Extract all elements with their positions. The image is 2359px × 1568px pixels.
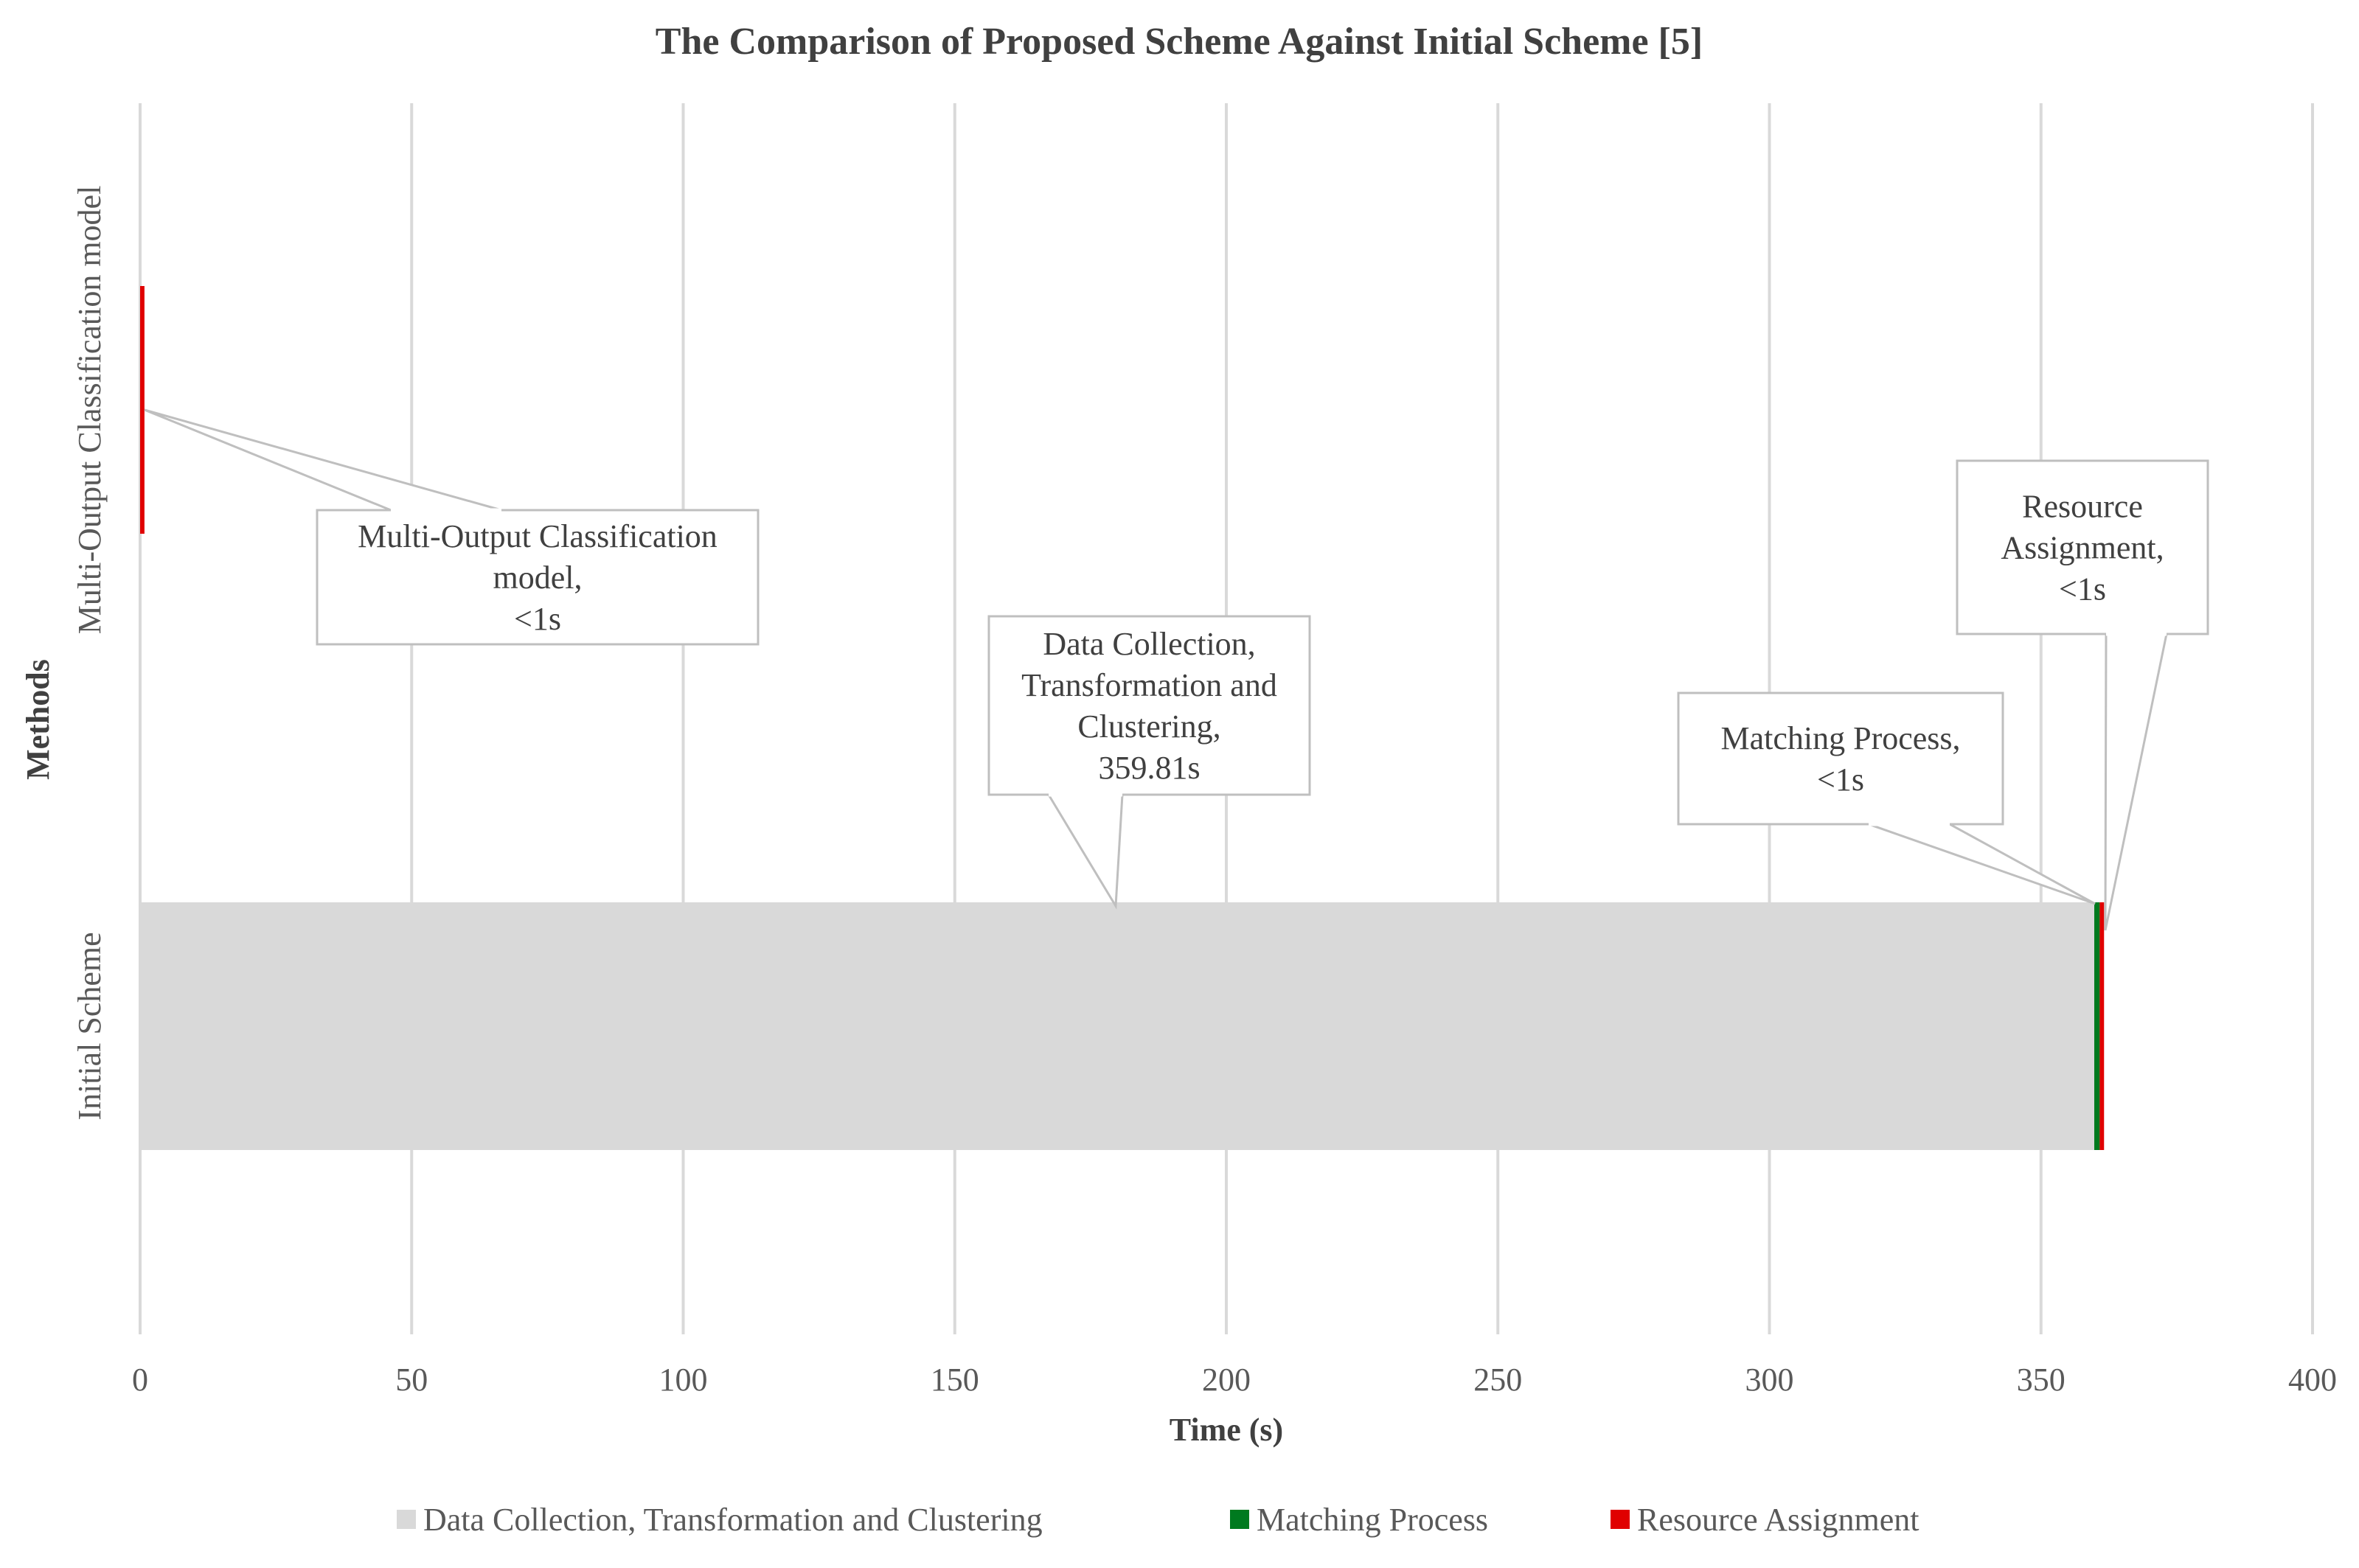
annotation-text: 359.81s <box>1098 750 1200 786</box>
annotation-text: Matching Process, <box>1720 720 1960 756</box>
x-tick-label: 200 <box>1202 1362 1251 1398</box>
legend-swatch <box>397 1510 416 1529</box>
annotation-pointer <box>2104 633 2168 931</box>
x-tick-label: 350 <box>2017 1362 2066 1398</box>
y-axis-categories: Initial Scheme Multi-Output Classificatio… <box>72 186 108 1121</box>
legend-swatch <box>1611 1510 1630 1529</box>
legend: Data Collection, Transformation and Clus… <box>397 1502 1919 1538</box>
x-tick-label: 300 <box>1745 1362 1794 1398</box>
annotation-pointer <box>1868 823 2096 905</box>
bar <box>2099 902 2105 1150</box>
y-axis-label: Methods <box>20 659 56 780</box>
annotation-text: Clustering, <box>1077 708 1220 745</box>
annotation-pointer <box>1046 793 1124 910</box>
annotation-box <box>316 509 760 646</box>
x-tick-label: 50 <box>395 1362 428 1398</box>
legend-swatch <box>1230 1510 1249 1529</box>
annotation-text: Data Collection, <box>1043 626 1255 662</box>
bar <box>140 902 2095 1150</box>
x-axis-ticks: 0 50 100 150 200 250 300 350 400 <box>132 1362 2337 1398</box>
bar <box>2094 902 2100 1150</box>
x-tick-label: 150 <box>931 1362 979 1398</box>
annotation-text: Transformation and <box>1021 667 1277 703</box>
legend-label: Resource Assignment <box>1637 1502 1919 1538</box>
annotation-box <box>987 615 1311 796</box>
y-category-label: Initial Scheme <box>72 932 108 1120</box>
bar <box>140 286 145 534</box>
annotation-text: Resource <box>2022 489 2143 525</box>
x-tick-label: 0 <box>132 1362 148 1398</box>
annotation-text: <1s <box>514 601 561 637</box>
annotation-text: <1s <box>1817 762 1864 798</box>
annotation-text: Multi-Output Classification <box>358 518 718 554</box>
legend-label: Data Collection, Transformation and Clus… <box>423 1502 1043 1538</box>
bars <box>140 286 2105 1150</box>
annotation-box <box>1677 691 2004 826</box>
annotation-text: Assignment, <box>2001 530 2164 566</box>
chart-title: The Comparison of Proposed Scheme Agains… <box>656 21 1703 63</box>
annotation-pointer <box>144 408 502 512</box>
annotation-text: model, <box>493 560 583 596</box>
x-tick-label: 400 <box>2288 1362 2337 1398</box>
x-tick-label: 250 <box>1473 1362 1522 1398</box>
annotations: Multi-Output Classification model, <1s Data… <box>144 408 2209 931</box>
x-tick-label: 100 <box>659 1362 708 1398</box>
y-category-label: Multi-Output Classification model <box>72 186 108 635</box>
legend-label: Matching Process <box>1257 1502 1488 1538</box>
annotation-text: <1s <box>2059 571 2106 607</box>
annotation-box <box>1956 459 2209 635</box>
x-axis-label: Time (s) <box>1170 1412 1283 1448</box>
